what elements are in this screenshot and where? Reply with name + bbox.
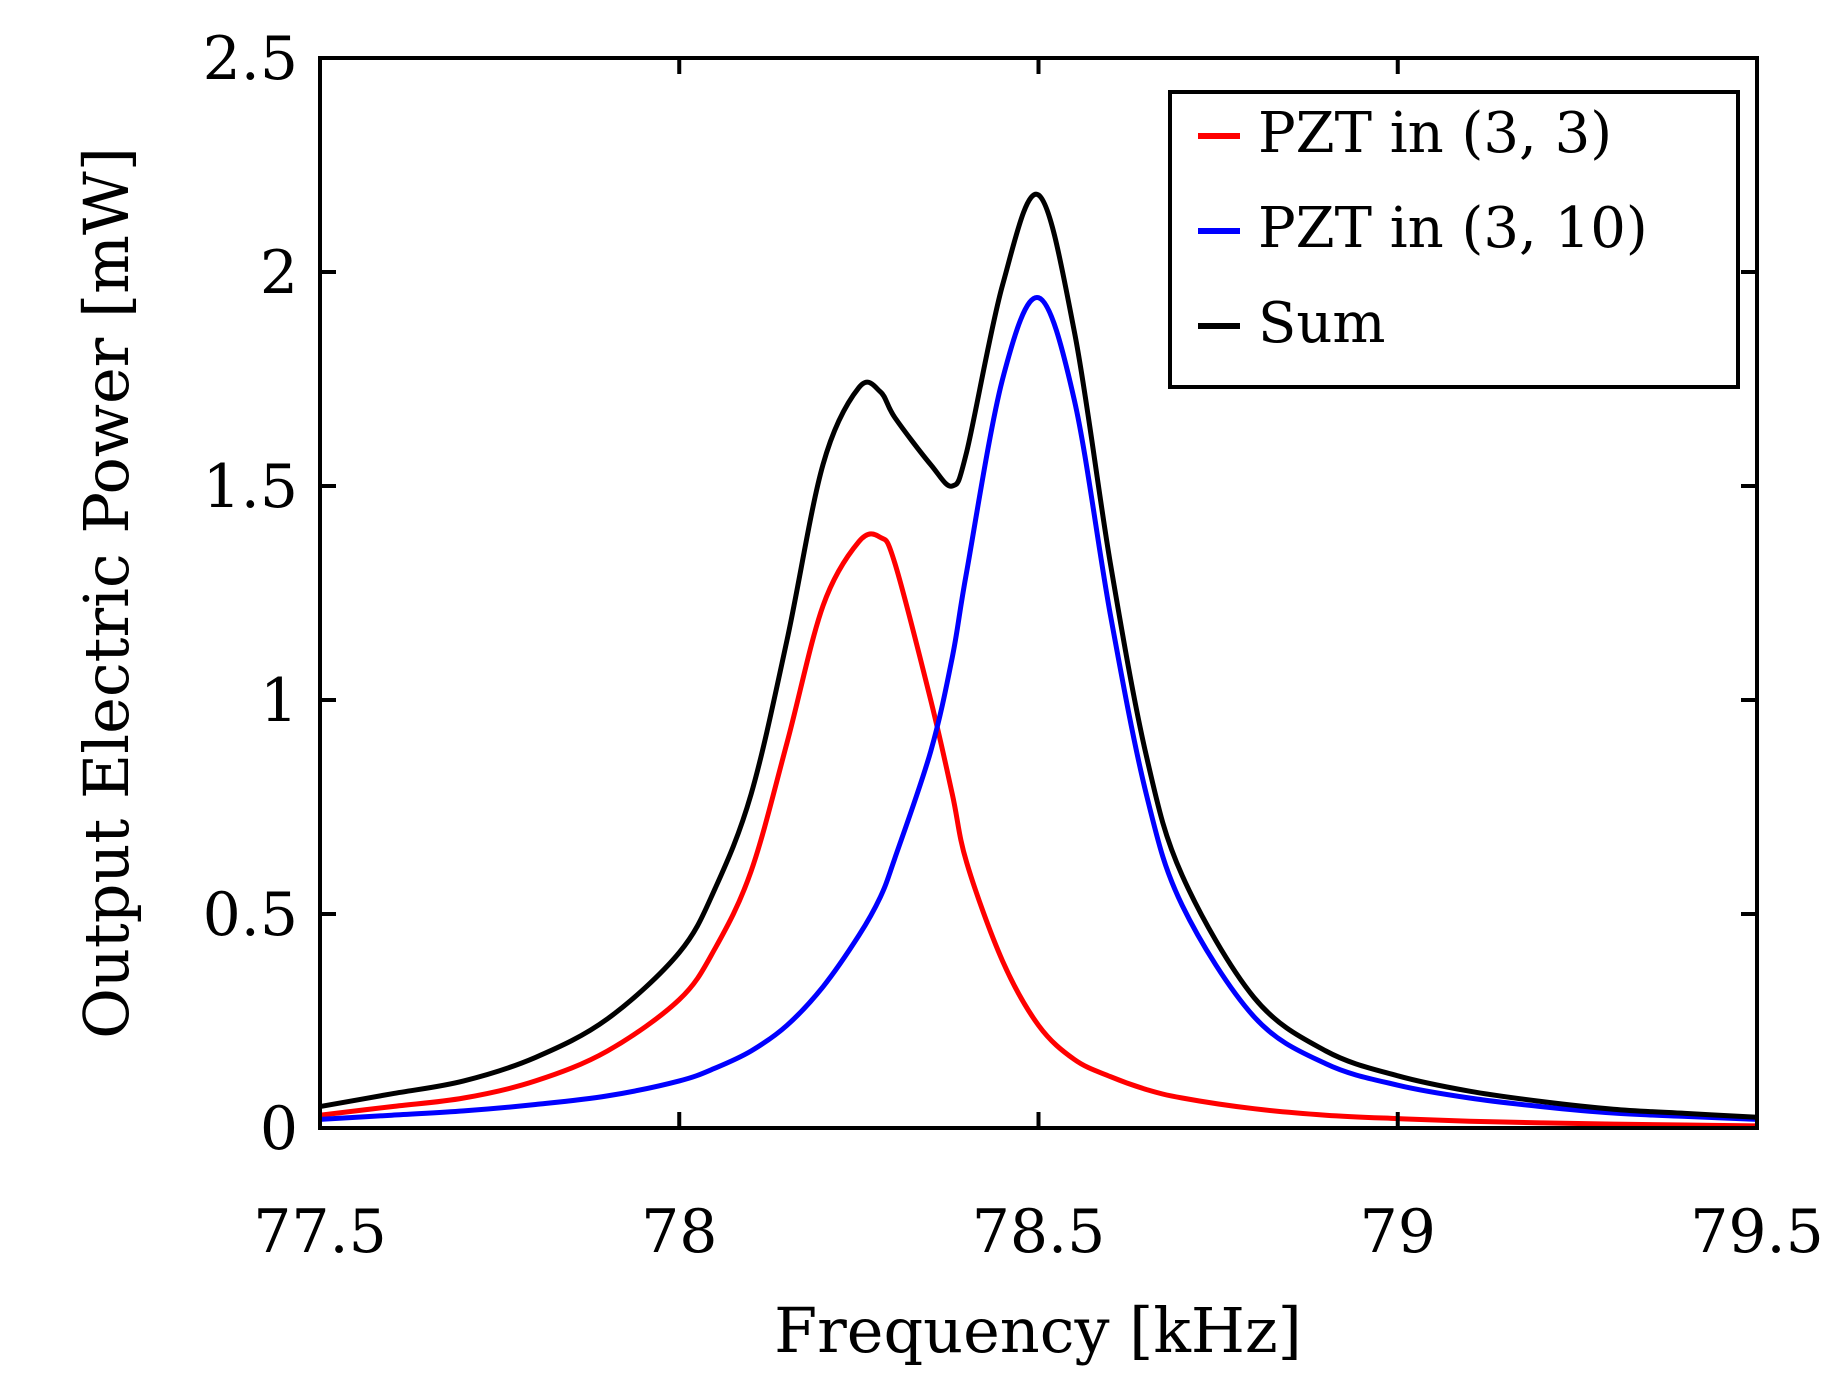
y-tick-label: 2.5: [203, 24, 298, 94]
legend-box: [1168, 90, 1740, 389]
legend-label: PZT in (3, 3): [1258, 101, 1612, 166]
y-axis-title: Output Electric Power [mW]: [70, 147, 143, 1039]
x-axis-title: Frequency [kHz]: [774, 1294, 1302, 1367]
x-tick-label: 79.5: [1690, 1197, 1824, 1267]
y-tick-label: 1: [260, 666, 298, 736]
series-line-2: [319, 295, 1758, 1122]
series-line-3: [319, 191, 1758, 1120]
y-tick-label: 2: [260, 238, 298, 308]
y-tick-label: 0.5: [203, 880, 298, 950]
legend-label: PZT in (3, 10): [1258, 196, 1648, 261]
x-tick-label: 77.5: [253, 1197, 387, 1267]
axis-tick-labels: 77.5 78 78.5 79 79.5 0 0.5 1 1.5 2 2.5: [203, 24, 1824, 1267]
legend-label: Sum: [1258, 291, 1386, 356]
legend: PZT in (3, 3) PZT in (3, 10) Sum: [1168, 90, 1740, 389]
axis-ticks: [318, 56, 1759, 1130]
y-tick-label: 1.5: [203, 452, 298, 522]
x-tick-label: 78: [641, 1197, 717, 1267]
y-tick-label: 0: [260, 1094, 298, 1164]
x-tick-label: 78.5: [972, 1197, 1106, 1267]
x-tick-label: 79: [1360, 1197, 1436, 1267]
